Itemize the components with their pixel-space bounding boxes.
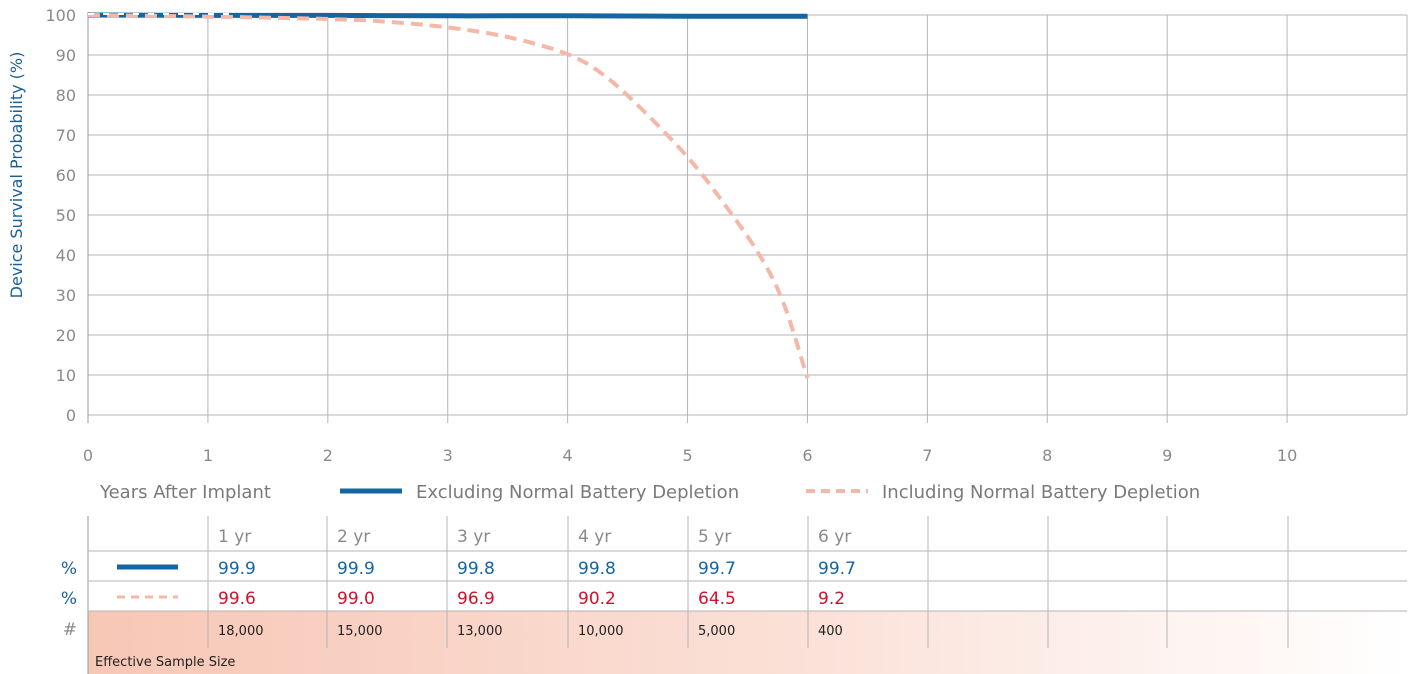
x-tick-label-5: 5 bbox=[682, 446, 692, 465]
x-tick-label-8: 8 bbox=[1042, 446, 1052, 465]
table-cell: 99.6 bbox=[218, 589, 256, 609]
y-tick-label-80: 80 bbox=[56, 86, 76, 105]
y-tick-label-50: 50 bbox=[56, 206, 76, 225]
table-cell: 99.7 bbox=[698, 559, 736, 579]
table-row-label: % bbox=[61, 559, 77, 579]
table-cell: 99.8 bbox=[578, 559, 616, 579]
x-tick-label-10: 10 bbox=[1277, 446, 1297, 465]
chart-legend: Years After Implant Excluding Normal Bat… bbox=[99, 482, 1200, 503]
table-cell: 99.0 bbox=[337, 589, 375, 609]
table-cell: 15,000 bbox=[337, 624, 383, 639]
series-line-excluding bbox=[87, 12, 808, 19]
legend-label-excluding: Excluding Normal Battery Depletion bbox=[416, 482, 739, 503]
table-cell: 10,000 bbox=[578, 624, 624, 639]
sample-size-label: Effective Sample Size bbox=[95, 655, 235, 670]
table-cell: 400 bbox=[818, 624, 843, 639]
table-cell: 99.9 bbox=[218, 559, 256, 579]
table-cell: 90.2 bbox=[578, 589, 616, 609]
x-axis-label: Years After Implant bbox=[99, 482, 271, 503]
table-row-label: # bbox=[63, 620, 77, 640]
table-col-header: 5 yr bbox=[698, 527, 731, 547]
x-tick-label-6: 6 bbox=[802, 446, 812, 465]
table-cell: 99.9 bbox=[337, 559, 375, 579]
chart-axes: 0 10 20 30 40 50 60 70 80 90 100 0 1 2 3 4 5 6 7 8 9 10 bbox=[45, 6, 1297, 465]
y-tick-label-60: 60 bbox=[56, 166, 76, 185]
table-cell: 5,000 bbox=[698, 624, 735, 639]
x-tick-label-2: 2 bbox=[323, 446, 333, 465]
y-tick-label-100: 100 bbox=[45, 6, 76, 25]
y-tick-label-90: 90 bbox=[56, 46, 76, 65]
table-cell: 13,000 bbox=[457, 624, 503, 639]
chart-series bbox=[87, 12, 810, 379]
legend-label-including: Including Normal Battery Depletion bbox=[882, 482, 1200, 503]
table-cell: 64.5 bbox=[698, 589, 736, 609]
x-tick-label-9: 9 bbox=[1162, 446, 1172, 465]
table-col-header: 3 yr bbox=[457, 527, 490, 547]
y-tick-label-40: 40 bbox=[56, 246, 76, 265]
table-col-header: 6 yr bbox=[818, 527, 851, 547]
series-line-including bbox=[87, 13, 810, 379]
x-tick-label-7: 7 bbox=[922, 446, 932, 465]
chart-grid bbox=[87, 14, 1408, 423]
table-cell: 9.2 bbox=[818, 589, 845, 609]
y-tick-label-10: 10 bbox=[56, 366, 76, 385]
data-table: 1 yr 2 yr 3 yr 4 yr 5 yr 6 yr% 99.9 99.9 99.8 99.… bbox=[61, 516, 1407, 674]
table-col-header: 2 yr bbox=[337, 527, 370, 547]
x-tick-label-0: 0 bbox=[83, 446, 93, 465]
y-axis-label: Device Survival Probability (%) bbox=[7, 52, 26, 299]
sample-size-background bbox=[88, 611, 1407, 674]
table-cell: 99.8 bbox=[457, 559, 495, 579]
table-cell: 99.7 bbox=[818, 559, 856, 579]
table-cell: 96.9 bbox=[457, 589, 495, 609]
table-col-header: 1 yr bbox=[218, 527, 251, 547]
y-tick-label-70: 70 bbox=[56, 126, 76, 145]
table-cell: 18,000 bbox=[218, 624, 264, 639]
y-tick-label-30: 30 bbox=[56, 286, 76, 305]
y-tick-label-0: 0 bbox=[66, 406, 76, 425]
x-tick-label-4: 4 bbox=[563, 446, 573, 465]
x-tick-label-3: 3 bbox=[443, 446, 453, 465]
y-tick-label-20: 20 bbox=[56, 326, 76, 345]
x-tick-label-1: 1 bbox=[203, 446, 213, 465]
table-row-label: % bbox=[61, 589, 77, 609]
table-col-header: 4 yr bbox=[578, 527, 611, 547]
